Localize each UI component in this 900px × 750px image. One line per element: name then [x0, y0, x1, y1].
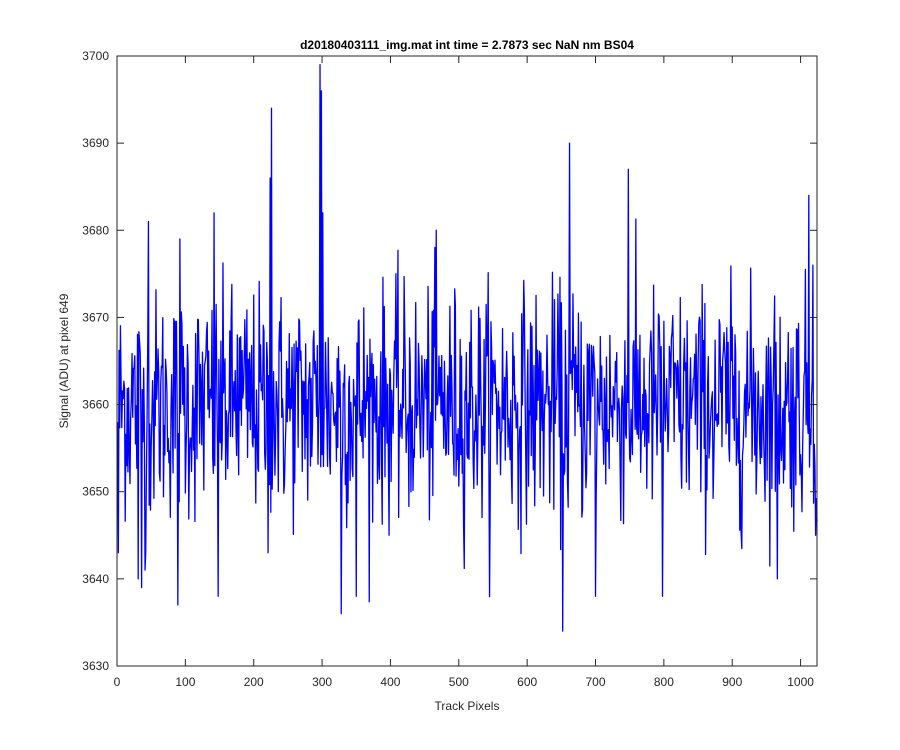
y-tick-label: 3640	[82, 572, 109, 586]
y-tick-label: 3660	[82, 398, 109, 412]
signal-series-line	[117, 64, 818, 632]
x-tick-label: 400	[380, 675, 400, 689]
x-tick-label: 200	[244, 675, 264, 689]
x-tick-label: 0	[114, 675, 121, 689]
series-group	[117, 64, 818, 632]
x-tick-label: 600	[517, 675, 537, 689]
x-tick-label: 900	[722, 675, 742, 689]
chart-title: d20180403111_img.mat int time = 2.7873 s…	[300, 38, 634, 52]
x-tick-label: 100	[175, 675, 195, 689]
y-tick-label: 3630	[82, 659, 109, 673]
x-tick-label: 800	[654, 675, 674, 689]
x-tick-label: 300	[312, 675, 332, 689]
ticks-group: 0 100 200 300 400 500 600 700 800 900 1000 3630 3640…	[82, 49, 817, 689]
x-tick-label: 500	[449, 675, 469, 689]
y-tick-label: 3680	[82, 223, 109, 237]
x-tick-label: 700	[586, 675, 606, 689]
x-axis-label: Track Pixels	[435, 699, 500, 713]
y-tick-label: 3670	[82, 310, 109, 324]
y-tick-label: 3700	[82, 49, 109, 63]
y-tick-label: 3690	[82, 136, 109, 150]
x-tick-label: 1000	[787, 675, 814, 689]
axes-box	[116, 55, 818, 667]
y-axis-label: Signal (ADU) at pixel 649	[57, 293, 71, 428]
y-tick-label: 3650	[82, 485, 109, 499]
